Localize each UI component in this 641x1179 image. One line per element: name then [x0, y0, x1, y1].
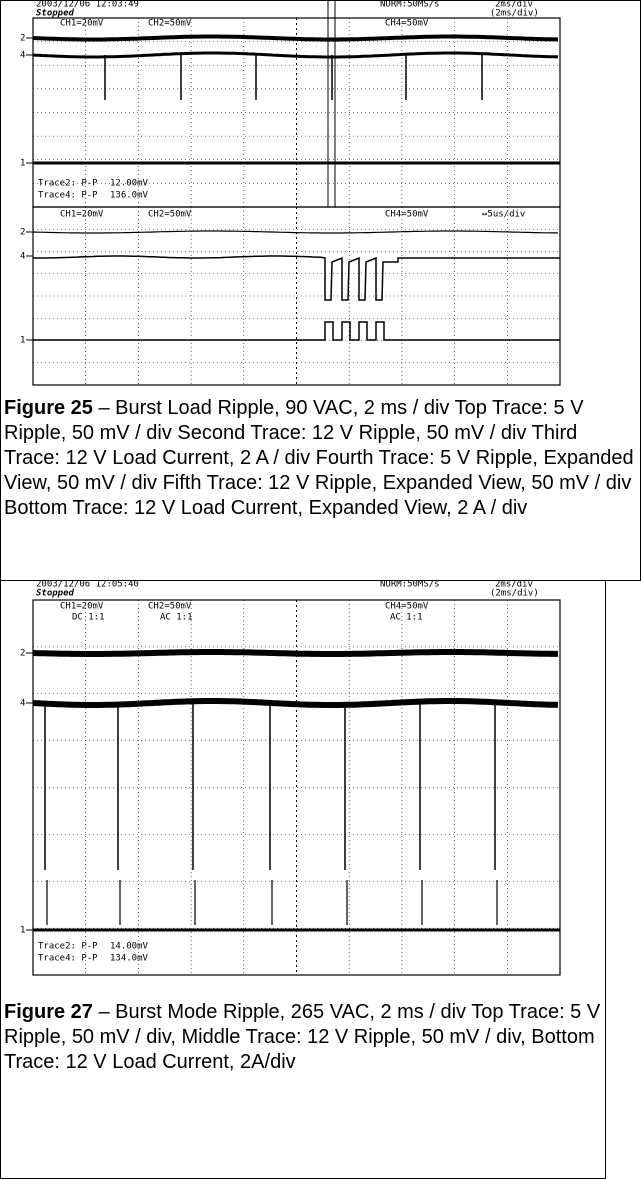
channel-marker: 1: [20, 159, 25, 169]
channel-label: CH1=20mV: [60, 19, 104, 29]
caption-label: Figure 27: [4, 1001, 93, 1023]
channel-marker: 2: [20, 34, 25, 44]
channel-label: CH1=20mV: [60, 210, 104, 220]
caption-label: Figure 25: [4, 397, 93, 419]
channel-label: CH2=50mV: [148, 19, 192, 29]
trace: [33, 652, 558, 654]
channel-coupling: AC 1:1: [390, 613, 423, 623]
channel-marker: 4: [20, 252, 25, 262]
channel-marker: 2: [20, 228, 25, 238]
page: 2003/12/06 12:03:49StoppedNORM:50MS/s2ms…: [0, 0, 641, 1179]
measurement-value: 12.00mV: [110, 179, 149, 189]
channel-marker: 2: [20, 649, 25, 659]
measurement-label: Trace2: P-P: [38, 942, 98, 952]
scope-sample-rate: NORM:50MS/s: [380, 580, 440, 590]
scope-timebase: (2ms/div): [490, 589, 539, 599]
channel-label: CH4=50mV: [385, 210, 429, 220]
zoom-marker: [328, 0, 335, 207]
measurement-label: Trace4: P-P: [38, 191, 98, 201]
channel-label: CH2=50mV: [148, 602, 192, 612]
scope-status: Stopped: [36, 589, 75, 599]
channel-label: CH1=20mV: [60, 602, 104, 612]
caption: Figure 25 – Burst Load Ripple, 90 VAC, 2…: [4, 396, 636, 521]
trace: [33, 231, 558, 233]
channel-label: CH2=50mV: [148, 210, 192, 220]
trace: [33, 53, 558, 57]
channel-coupling: AC 1:1: [160, 613, 193, 623]
channel-marker: 4: [20, 51, 25, 61]
channel-coupling: DC 1:1: [72, 613, 105, 623]
channel-label: CH4=50mV: [385, 602, 429, 612]
scope-timebase: (2ms/div): [490, 9, 539, 19]
measurement-label: Trace2: P-P: [38, 179, 98, 189]
measurement-value: 14.00mV: [110, 942, 149, 952]
scope-status: Stopped: [36, 9, 75, 19]
caption: Figure 27 – Burst Mode Ripple, 265 VAC, …: [4, 1000, 636, 1075]
channel-label: CH4=50mV: [385, 19, 429, 29]
trace: [33, 37, 558, 40]
caption-text: – Burst Mode Ripple, 265 VAC, 2 ms / div…: [4, 1001, 600, 1073]
channel-marker: 1: [20, 336, 25, 346]
measurement-value: 136.0mV: [110, 191, 149, 201]
channel-marker: 4: [20, 699, 25, 709]
channel-marker: 1: [20, 926, 25, 936]
measurement-value: 134.0mV: [110, 954, 149, 964]
trace: [33, 701, 558, 705]
scope-sample-rate: NORM:50MS/s: [380, 0, 440, 10]
measurement-label: Trace4: P-P: [38, 954, 98, 964]
caption-text: – Burst Load Ripple, 90 VAC, 2 ms / div …: [4, 397, 634, 519]
zoom-timebase: ↔5us/div: [482, 210, 525, 220]
